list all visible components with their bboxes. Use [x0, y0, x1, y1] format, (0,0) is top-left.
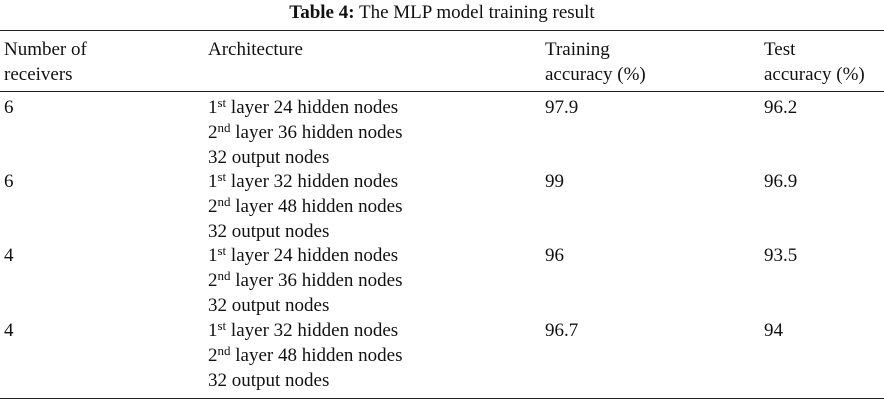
architecture-line: 32 output nodes	[208, 368, 329, 393]
architecture-line: 2nd layer 48 hidden nodes	[208, 194, 403, 219]
architecture-line: 1st layer 32 hidden nodes	[208, 169, 398, 194]
layer-description: layer 24 hidden nodes	[230, 97, 399, 118]
layer-number: 1	[208, 97, 218, 118]
cell-training: 99	[545, 171, 564, 193]
header-cell: Number of	[4, 39, 87, 60]
architecture-line: 32 output nodes	[208, 219, 329, 244]
line-text: 32 output nodes	[208, 295, 330, 317]
architecture-line: 2nd layer 36 hidden nodes	[208, 268, 403, 293]
line-text: 32 output nodes	[208, 221, 330, 243]
cell-receivers: 6	[4, 97, 14, 118]
header-cell: Architecture	[208, 39, 303, 60]
cell-test: 93.5	[764, 245, 798, 267]
cell-training: 96.7	[545, 319, 579, 341]
caption-text: The MLP model training result	[359, 2, 595, 23]
line-text: 32 output nodes	[208, 369, 330, 391]
layer-number: 1	[208, 245, 218, 267]
ordinal-suffix: st	[217, 317, 227, 333]
header-cell: receivers	[4, 64, 73, 85]
architecture-line: 2nd layer 36 hidden nodes	[208, 120, 403, 145]
cell-receivers: 6	[4, 171, 14, 193]
layer-description: layer 36 hidden nodes	[235, 270, 403, 292]
layer-number: 2	[208, 122, 218, 143]
ordinal-suffix: nd	[217, 268, 231, 284]
architecture-line: 1st layer 24 hidden nodes	[208, 95, 398, 120]
bottom-rule	[0, 398, 884, 399]
cell-test: 96.2	[764, 97, 798, 118]
ordinal-suffix: st	[217, 169, 227, 185]
ordinal-suffix: nd	[217, 120, 231, 135]
ordinal-suffix: st	[217, 243, 227, 259]
layer-number: 1	[208, 171, 218, 193]
layer-description: layer 48 hidden nodes	[235, 196, 403, 218]
cell-receivers: 4	[4, 245, 14, 267]
cell-training: 97.9	[545, 97, 579, 118]
header-rule	[0, 91, 884, 92]
architecture-line: 2nd layer 48 hidden nodes	[208, 343, 403, 368]
layer-description: layer 32 hidden nodes	[230, 319, 399, 341]
cell-test: 96.9	[764, 171, 798, 193]
ordinal-suffix: nd	[217, 194, 231, 210]
layer-description: layer 48 hidden nodes	[235, 344, 403, 366]
architecture-line: 1st layer 32 hidden nodes	[208, 318, 398, 343]
cell-test: 94	[764, 319, 783, 341]
cell-receivers: 4	[4, 319, 14, 341]
layer-number: 1	[208, 319, 218, 341]
layer-description: layer 24 hidden nodes	[230, 245, 399, 267]
top-rule	[0, 30, 884, 31]
layer-number: 2	[208, 270, 218, 292]
cell-training: 96	[545, 245, 564, 267]
layer-number: 2	[208, 196, 218, 218]
ordinal-suffix: nd	[217, 342, 231, 358]
header-cell: Training	[545, 39, 610, 60]
header-cell: accuracy (%)	[764, 64, 865, 85]
header-cell: accuracy (%)	[545, 64, 646, 85]
ordinal-suffix: st	[217, 95, 227, 110]
architecture-line: 32 output nodes	[208, 145, 329, 170]
line-text: 32 output nodes	[208, 147, 330, 168]
layer-description: layer 32 hidden nodes	[230, 171, 399, 193]
layer-number: 2	[208, 344, 218, 366]
table-caption: Table 4: The MLP model training result	[0, 0, 884, 25]
caption-label: Table 4:	[289, 2, 355, 23]
header-cell: Test	[764, 39, 796, 60]
architecture-line: 1st layer 24 hidden nodes	[208, 243, 398, 268]
layer-description: layer 36 hidden nodes	[235, 122, 403, 143]
architecture-line: 32 output nodes	[208, 293, 329, 318]
